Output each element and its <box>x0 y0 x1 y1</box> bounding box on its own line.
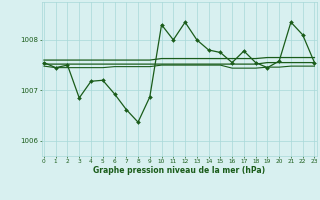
X-axis label: Graphe pression niveau de la mer (hPa): Graphe pression niveau de la mer (hPa) <box>93 166 265 175</box>
